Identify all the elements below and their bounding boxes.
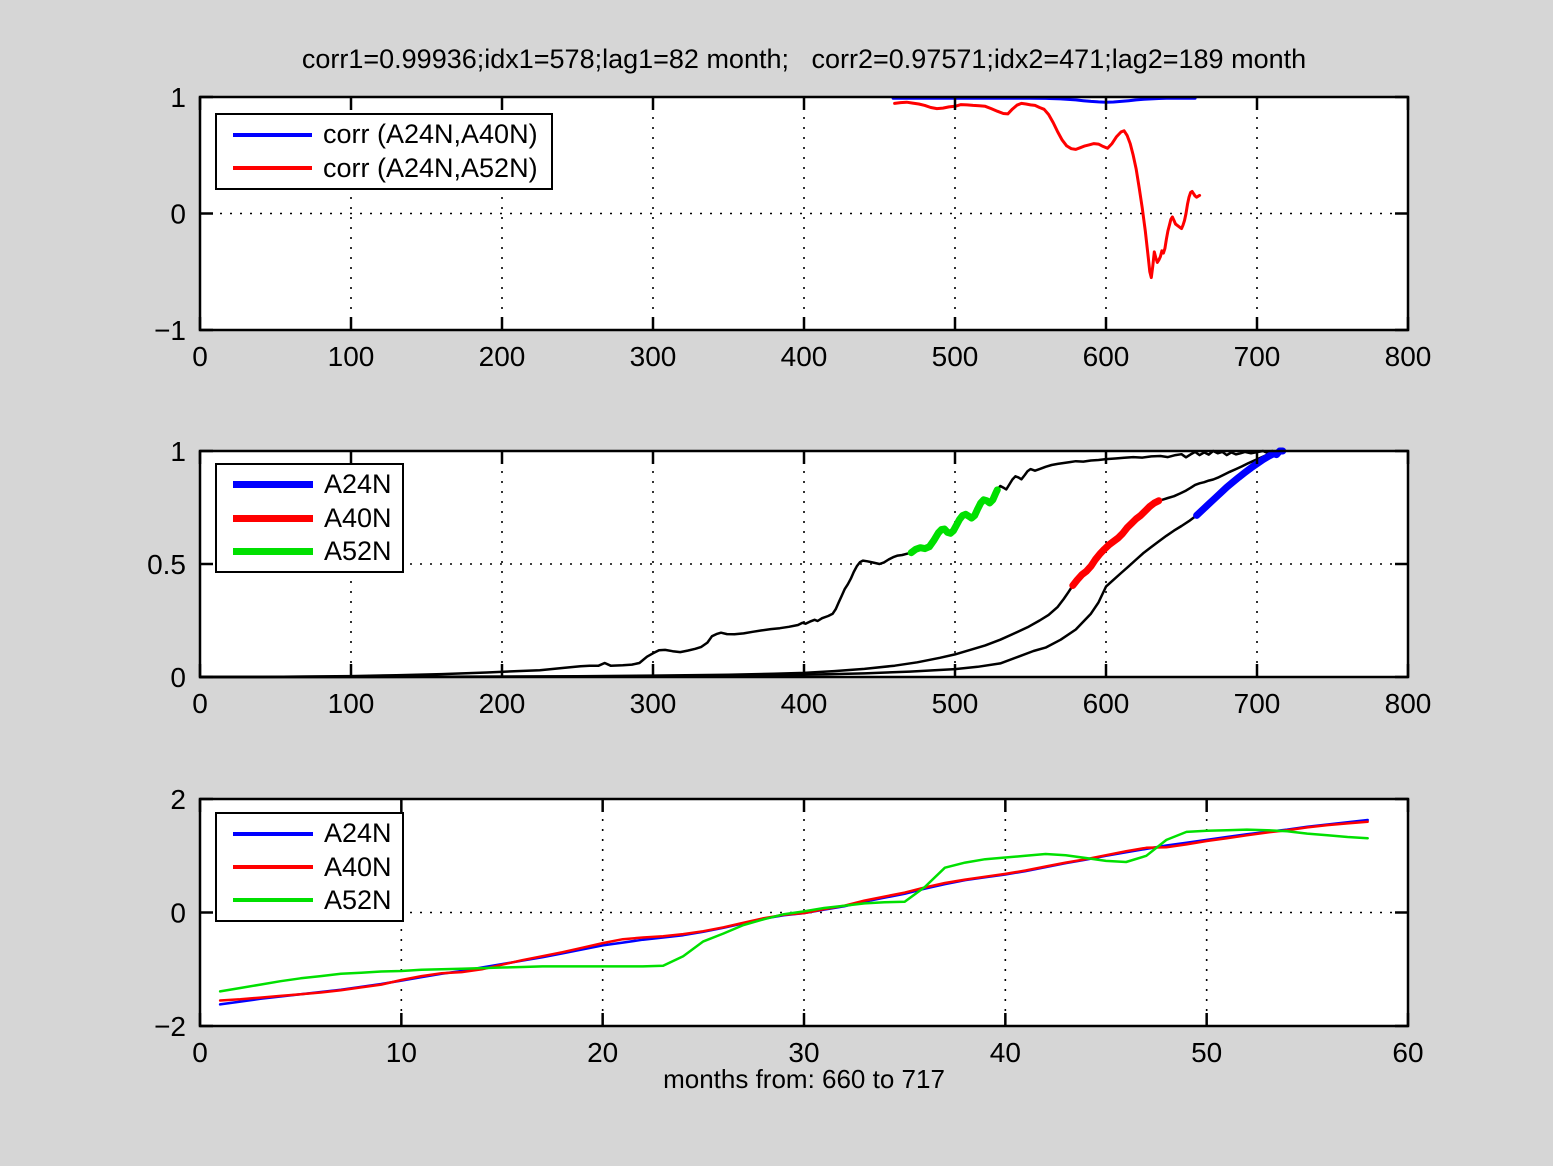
- x-tick-label: 40: [990, 1037, 1021, 1068]
- x-tick-label: 500: [932, 688, 979, 719]
- legend-line-blue: [233, 132, 312, 137]
- x-tick-label: 0: [192, 341, 208, 372]
- x-tick-label: 200: [479, 688, 526, 719]
- legend-matching-curves: A24N A40N A52N: [215, 463, 404, 573]
- series-A52N-anomaly: [218, 828, 1369, 993]
- legend-line-red: [233, 865, 313, 869]
- y-tick-label: 0: [170, 662, 186, 693]
- x-tick-label: 300: [630, 688, 677, 719]
- legend-line-green: [233, 547, 313, 555]
- legend-label: corr (A24N,A40N): [323, 119, 538, 150]
- figure-title: corr1=0.99936;idx1=578;lag1=82 month; co…: [301, 44, 1307, 74]
- y-tick-label: −2: [154, 1011, 186, 1042]
- legend-line-red: [233, 514, 313, 522]
- legend-label: A52N: [324, 884, 392, 915]
- legend-label: A52N: [324, 535, 392, 566]
- x-tick-label: 700: [1234, 341, 1281, 372]
- legend-line-red: [233, 166, 312, 171]
- x-tick-label: 500: [932, 341, 979, 372]
- x-tick-label: 300: [630, 341, 677, 372]
- legend-label: corr (A24N,A52N): [323, 152, 538, 183]
- x-tick-label: 20: [587, 1037, 618, 1068]
- x-tick-label: 800: [1385, 688, 1432, 719]
- x-axis-label: months from: 660 to 717: [663, 1064, 945, 1094]
- x-tick-label: 0: [192, 1037, 208, 1068]
- legend-correlation: corr (A24N,A40N) corr (A24N,A52N): [215, 113, 553, 190]
- y-tick-label: 2: [170, 784, 186, 815]
- legend-item: A40N: [217, 502, 402, 533]
- legend-item: corr (A24N,A40N): [217, 121, 551, 148]
- legend-label: A40N: [324, 502, 392, 533]
- y-tick-label: −1: [154, 315, 186, 346]
- y-tick-label: 1: [170, 436, 186, 467]
- series-A52N-match-segment: [907, 486, 1001, 557]
- legend-item: A52N: [217, 535, 402, 566]
- legend-label: A24N: [324, 818, 392, 849]
- x-tick-label: 60: [1392, 1037, 1423, 1068]
- x-tick-label: 200: [479, 341, 526, 372]
- x-tick-label: 100: [328, 341, 375, 372]
- legend-label: A40N: [324, 851, 392, 882]
- x-tick-label: 400: [781, 688, 828, 719]
- y-tick-label: 0: [170, 898, 186, 929]
- x-tick-label: 30: [788, 1037, 819, 1068]
- y-tick-label: 0: [170, 199, 186, 230]
- series-A40N-match-segment: [1069, 497, 1163, 589]
- legend-item: A52N: [217, 884, 402, 915]
- x-tick-label: 600: [1083, 688, 1130, 719]
- x-tick-label: 10: [386, 1037, 417, 1068]
- legend-label: A24N: [324, 469, 392, 500]
- legend-item: A24N: [217, 471, 402, 498]
- x-tick-label: 100: [328, 688, 375, 719]
- x-tick-label: 50: [1191, 1037, 1222, 1068]
- legend-line-blue: [233, 481, 313, 489]
- series-corr-A24N-A52N: [893, 100, 1202, 280]
- x-tick-label: 600: [1083, 341, 1130, 372]
- series-A24N-match-segment: [1193, 447, 1287, 519]
- legend-anomaly-series: A24N A40N A52N: [215, 812, 404, 922]
- x-tick-label: 700: [1234, 688, 1281, 719]
- legend-item: corr (A24N,A52N): [217, 152, 551, 183]
- legend-line-green: [233, 898, 313, 903]
- x-tick-label: 400: [781, 341, 828, 372]
- y-tick-label: 0.5: [147, 549, 186, 580]
- legend-line-blue: [233, 831, 313, 836]
- y-tick-label: 1: [170, 82, 186, 113]
- x-tick-label: 800: [1385, 341, 1432, 372]
- x-tick-label: 0: [192, 688, 208, 719]
- legend-item: A24N: [217, 820, 402, 847]
- legend-item: A40N: [217, 851, 402, 882]
